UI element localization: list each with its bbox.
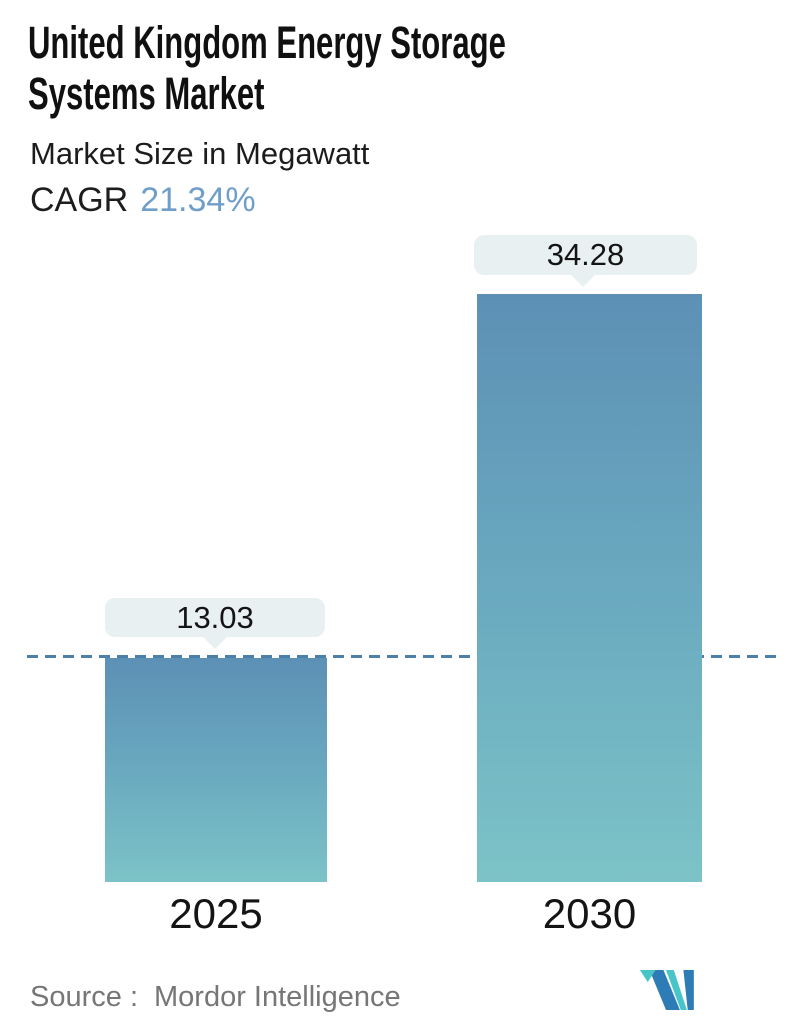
reference-dashed-line — [27, 655, 780, 658]
value-label-2025: 13.03 — [176, 600, 254, 635]
page-title: United Kingdom Energy Storage Systems Ma… — [28, 17, 506, 119]
source-name: Mordor Intelligence — [154, 981, 401, 1013]
callout-pointer-2025 — [202, 636, 228, 649]
cagr-row: CAGR 21.34% — [30, 181, 256, 220]
cagr-value: 21.34% — [140, 181, 256, 219]
chart-subtitle: Market Size in Megawatt — [30, 136, 370, 171]
source-label: Source : — [30, 981, 138, 1013]
value-callout-2025: 13.03 — [105, 598, 325, 637]
mordor-intelligence-logo — [639, 970, 694, 1010]
bar-2030 — [477, 294, 702, 882]
value-label-2030: 34.28 — [546, 237, 625, 272]
bar-2025 — [105, 658, 327, 882]
value-callout-2030: 34.28 — [474, 235, 697, 275]
x-axis-label-2025: 2025 — [169, 890, 263, 937]
callout-pointer-2030 — [570, 274, 596, 287]
x-axis-label-2030: 2030 — [542, 890, 637, 937]
cagr-label: CAGR — [30, 181, 129, 219]
source-line: Source : Mordor Intelligence — [30, 981, 401, 1014]
